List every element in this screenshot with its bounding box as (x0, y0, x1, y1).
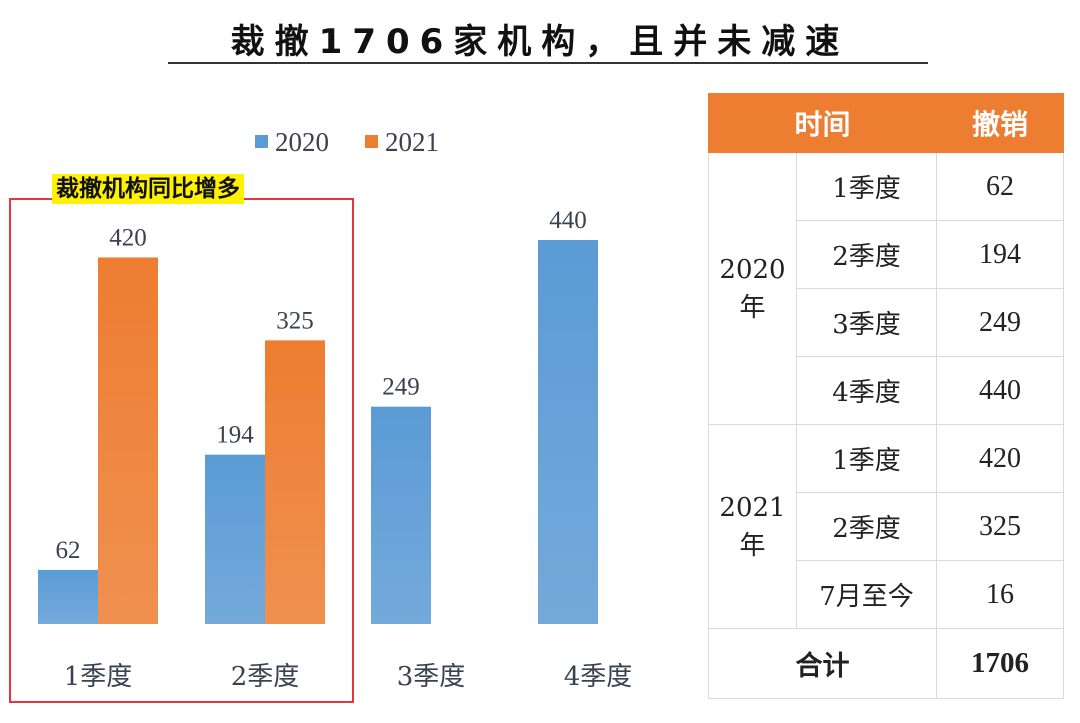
table-value: 249 (936, 288, 1065, 357)
table-value: 194 (936, 220, 1065, 289)
table-total-row: 合计 1706 (707, 628, 1065, 699)
table-row: 2季度 325 (709, 492, 1065, 561)
data-label-2021-2: 325 (276, 307, 314, 334)
bar-2020-1 (38, 569, 98, 624)
category-label-4: 4季度 (564, 662, 633, 692)
bar-2020-2 (205, 454, 265, 624)
category-label-2: 2季度 (231, 662, 300, 692)
data-label-2021-1: 420 (109, 224, 147, 251)
table-value: 420 (936, 424, 1065, 493)
title-underline (168, 62, 928, 64)
legend-label-2021: 2021 (385, 127, 439, 157)
data-label-2020-2: 194 (216, 422, 254, 449)
year-number: 2021 (719, 492, 786, 523)
bar-chart: 2020 2021 62 420 194 325 249 440 1季度 2季度 3季度 4季度 (38, 127, 633, 692)
table-row: 7月至今 16 (709, 560, 1065, 629)
table-period: 1季度 (795, 152, 938, 221)
bar-2020-4 (538, 240, 598, 624)
year-suffix: 年 (739, 530, 766, 561)
table-period: 4季度 (795, 356, 938, 425)
data-label-2020-4: 440 (549, 207, 587, 234)
table-value: 16 (936, 560, 1065, 629)
table-period: 2季度 (795, 492, 938, 561)
bar-2021-1 (98, 257, 158, 624)
table-value: 440 (936, 356, 1065, 425)
legend-swatch-2020 (255, 135, 268, 148)
table-value: 325 (936, 492, 1065, 561)
table-header-row: 时间 撤销 (707, 93, 1065, 153)
year-number: 2020 (719, 254, 786, 285)
chart-category-labels: 1季度 2季度 3季度 4季度 (64, 662, 633, 692)
table-period: 7月至今 (795, 560, 938, 629)
legend-label-2020: 2020 (275, 127, 329, 157)
page-title: 裁撤1706家机构，且并未减速 (230, 22, 850, 62)
chart-bars (38, 240, 598, 624)
chart-data-labels: 62 420 194 325 249 440 (56, 207, 587, 564)
bar-2021-2 (265, 340, 325, 624)
table-row: 2021 年 1季度 420 (708, 424, 1065, 629)
chart-legend: 2020 2021 (255, 127, 439, 157)
year-suffix: 年 (739, 292, 766, 323)
table-row: 2季度 194 (709, 220, 1065, 289)
data-label-2020-3: 249 (382, 374, 420, 401)
table-period: 2季度 (795, 220, 938, 289)
table-header-revoked: 撤销 (936, 93, 1065, 153)
table-value: 62 (936, 152, 1065, 221)
table-total-label: 合计 (707, 628, 938, 699)
table-year-2021: 2021 年 (708, 424, 797, 629)
table-period: 3季度 (795, 288, 938, 357)
bar-2020-3 (371, 406, 431, 624)
legend-swatch-2021 (365, 135, 378, 148)
table-total-value: 1706 (936, 628, 1065, 699)
highlight-box (9, 198, 354, 703)
table-row: 4季度 440 (709, 356, 1065, 425)
category-label-1: 1季度 (64, 662, 133, 692)
table-period: 1季度 (795, 424, 938, 493)
category-label-3: 3季度 (397, 662, 466, 692)
table-header-time: 时间 (707, 93, 938, 153)
table-row: 2020 年 1季度 62 (708, 152, 1065, 425)
table-year-2020: 2020 年 (708, 152, 797, 425)
data-label-2020-1: 62 (56, 537, 81, 564)
highlight-note: 裁撤机构同比增多 (52, 174, 244, 204)
data-table: 时间 撤销 2020 年 1季度 62 2季度 194 3季度 249 4季度 440 2021 年 1季度… (707, 93, 1065, 699)
